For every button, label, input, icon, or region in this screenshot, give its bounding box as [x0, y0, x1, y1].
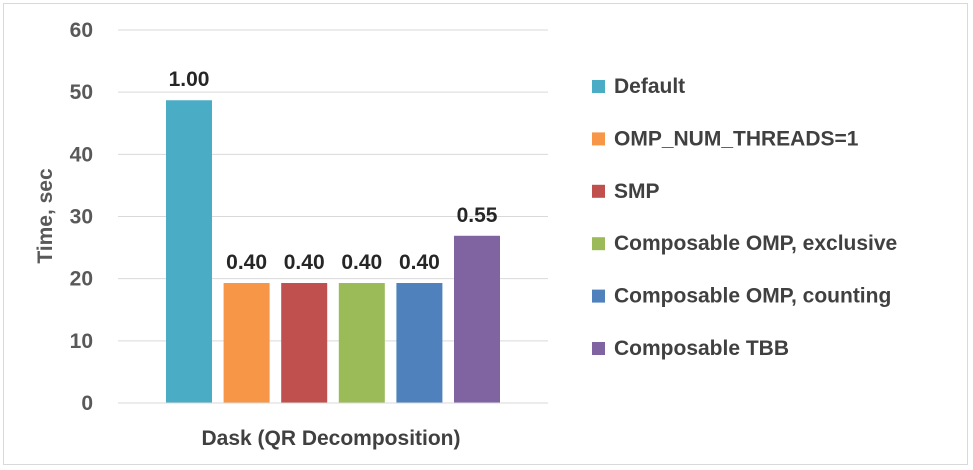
data-label: 0.40 — [284, 251, 325, 274]
data-label: 0.40 — [399, 251, 440, 274]
legend-swatch — [592, 237, 605, 251]
legend-swatch — [592, 80, 605, 93]
data-label: 1.00 — [169, 68, 210, 91]
legend-swatch — [592, 342, 605, 355]
y-tick-label: 50 — [70, 81, 93, 104]
y-tick-label: 10 — [70, 330, 93, 353]
legend-swatch — [592, 289, 605, 303]
chart-frame — [3, 3, 968, 465]
legend-entry: OMP_NUM_THREADS=1 — [614, 127, 859, 150]
bar — [166, 100, 212, 403]
bar — [454, 235, 500, 403]
bar — [338, 283, 385, 403]
bar — [396, 283, 443, 403]
legend-entry: Composable TBB — [614, 337, 789, 360]
y-tick-label: 60 — [70, 19, 93, 42]
y-axis-ticks: 0 10 20 30 40 50 60 — [70, 19, 93, 415]
bar — [223, 283, 270, 403]
legend-entry: SMP — [614, 180, 660, 203]
y-tick-label: 20 — [70, 268, 93, 291]
legend-entry: Composable OMP, counting — [614, 285, 891, 308]
data-label: 0.40 — [226, 251, 267, 274]
data-label: 0.55 — [457, 204, 498, 227]
y-tick-label: 30 — [70, 206, 93, 229]
bars — [166, 100, 500, 403]
y-tick-label: 40 — [70, 143, 93, 166]
data-label: 0.40 — [341, 251, 382, 274]
legend-swatch — [592, 184, 605, 198]
legend: Default OMP_NUM_THREADS=1 SMP Composable OM… — [592, 75, 897, 360]
y-tick-label: 0 — [81, 392, 93, 415]
legend-entry: Composable OMP, exclusive — [614, 232, 897, 255]
x-axis-label: Dask (QR Decomposition) — [201, 427, 460, 450]
data-labels: 1.00 0.40 0.40 0.40 0.40 0.55 — [169, 68, 498, 274]
bar — [281, 283, 328, 403]
y-axis-label: Time, sec — [34, 168, 57, 264]
legend-entry: Default — [614, 75, 685, 98]
legend-swatch — [592, 132, 605, 146]
